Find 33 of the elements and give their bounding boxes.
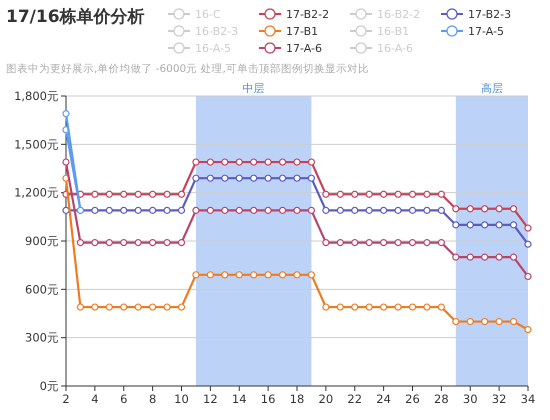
legend-label: 17-B2-3 [468,8,512,21]
x-tick-label: 32 [492,392,506,406]
x-tick-label: 2 [62,392,70,406]
x-tick-label: 24 [376,392,391,406]
x-tick-label: 12 [203,392,218,406]
legend-label: 17-A-5 [468,25,504,38]
x-tick-label: 8 [148,392,156,406]
y-tick-label: 1,800元 [14,89,59,103]
x-tick-label: 16 [260,392,276,406]
y-tick-label: 900元 [25,234,59,248]
x-tick-label: 20 [318,392,334,406]
chart-subtitle: 图表中为更好展示,单价均做了 -6000元 处理,可单击顶部图例切换显示对比 [6,62,369,75]
legend-label: 17-B2-2 [286,8,330,21]
x-tick-label: 30 [462,392,478,406]
x-tick-label: 34 [520,392,536,406]
band-label: 中层 [242,82,265,95]
y-tick-label: 1,200元 [14,186,59,200]
legend-label: 17-B1 [286,25,318,38]
x-tick-label: 18 [290,392,304,406]
x-tick-label: 4 [91,392,99,406]
y-tick-label: 0元 [40,379,59,393]
chart-title: 17/16栋单价分析 [6,7,145,27]
x-tick-label: 14 [232,392,247,406]
x-tick-label: 10 [174,392,189,406]
x-tick-label: 28 [434,392,449,406]
x-tick-label: 6 [120,392,128,406]
y-tick-label: 1,500元 [14,137,59,152]
y-tick-label: 300元 [25,330,59,345]
x-tick-label: 26 [405,392,420,406]
x-tick-label: 22 [347,392,362,406]
band-label: 高层 [480,82,503,95]
legend-label: 17-A-6 [286,42,322,55]
y-tick-label: 600元 [25,282,59,296]
